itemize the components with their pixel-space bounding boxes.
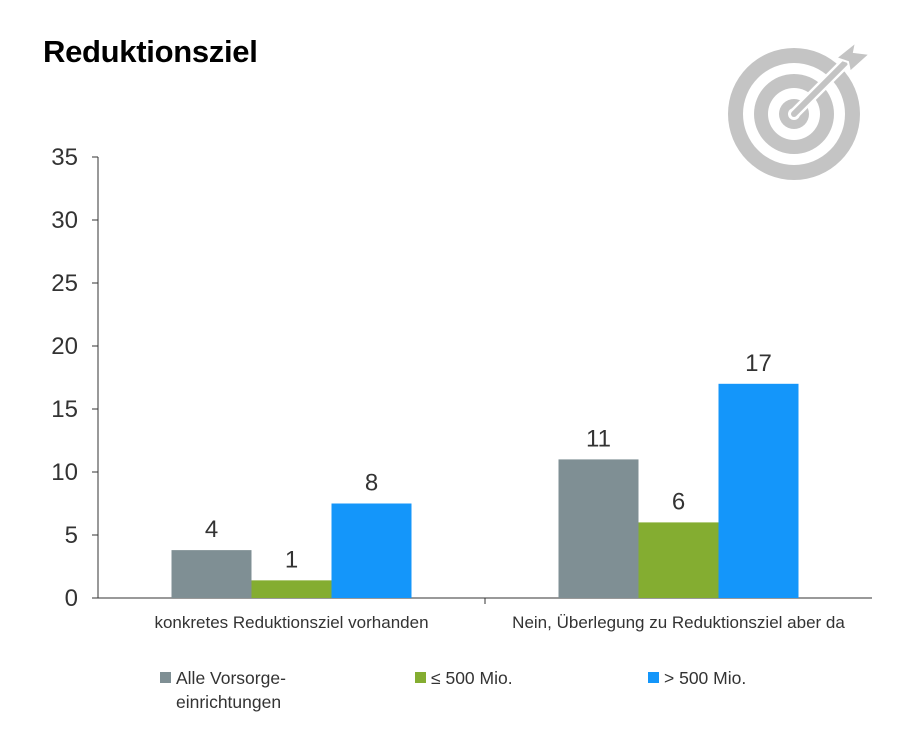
bar [331,503,412,598]
category-label: Nein, Überlegung zu Reduktionsziel aber … [512,613,845,632]
y-tick-label: 30 [51,207,78,234]
y-tick-label: 5 [65,522,78,549]
bar [718,383,799,598]
legend-item-all: Alle Vorsorge- einrichtungen [160,666,286,714]
legend-label-small: ≤ 500 Mio. [431,668,513,688]
bar [638,522,719,598]
legend-swatch-large [648,672,659,683]
legend-swatch-all [160,672,171,683]
data-label: 8 [365,470,378,497]
data-label: 4 [205,516,218,543]
y-tick-label: 15 [51,396,78,423]
legend-swatch-small [415,672,426,683]
y-tick-label: 35 [51,144,78,171]
bar [251,580,332,598]
y-tick-label: 25 [51,270,78,297]
category-label: konkretes Reduktionsziel vorhanden [154,613,428,632]
data-label: 17 [745,350,772,377]
legend-item-large: > 500 Mio. [648,666,746,690]
data-label: 6 [672,488,685,515]
bar [558,459,639,598]
data-label: 1 [285,546,298,573]
target-arrow-icon [728,39,873,180]
y-tick-label: 20 [51,333,78,360]
bar [171,550,252,598]
legend-item-small: ≤ 500 Mio. [415,666,513,690]
page-title: Reduktionsziel [43,34,258,69]
data-label: 11 [586,425,611,452]
legend-label-large: > 500 Mio. [664,668,747,688]
bar-chart: 0 5 10 15 20 25 30 35 4 1 8 konkretes Reduktionszie… [51,144,872,632]
legend-label-all-line1: Alle Vorsorge- [176,668,286,688]
legend-label-all-line2: einrichtungen [176,692,282,712]
y-tick-label: 0 [65,585,78,612]
y-tick-label: 10 [51,459,78,486]
